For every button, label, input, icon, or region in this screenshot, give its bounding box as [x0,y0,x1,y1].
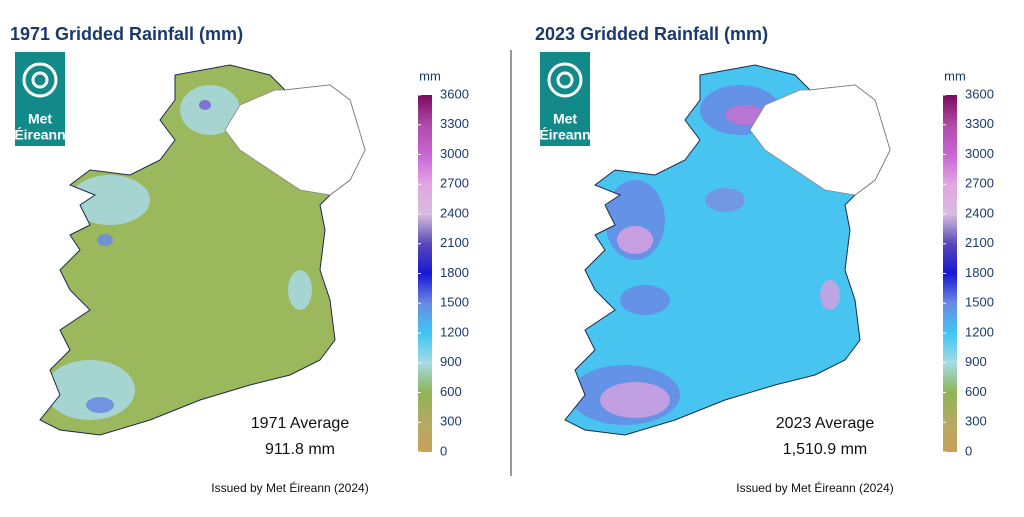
colorbar [418,95,432,452]
tick-label: 3300 [440,116,469,131]
rain-area [600,382,670,418]
rain-area [97,234,113,246]
rain-area [820,280,840,310]
rain-area [705,188,745,212]
tick-label: 1800 [440,265,469,280]
tick-label: 1500 [965,295,994,310]
footer: Issued by Met Éireann (2024) [211,480,368,495]
logo-swirl [556,71,574,89]
logo-box [15,52,65,146]
rain-area [199,100,211,110]
rain-area [180,85,240,135]
tick-label: 2100 [965,235,994,250]
average-label: 1971 Average [251,415,350,432]
panel-title: 2023 Gridded Rainfall (mm) [535,24,768,44]
tick-label: 600 [440,384,462,399]
panel-title: 1971 Gridded Rainfall (mm) [10,24,243,44]
tick-label: 3300 [965,116,994,131]
rain-area [86,397,114,413]
tick-label: 300 [440,414,462,429]
tick-label: 1500 [440,295,469,310]
colorbar [943,95,957,452]
tick-label: 0 [965,443,972,458]
tick-label: 3000 [440,146,469,161]
average-label: 2023 Average [776,415,875,432]
average-value: 1,510.9 mm [783,441,867,458]
tick-label: 2400 [965,205,994,220]
tick-label: 900 [965,354,987,369]
tick-label: 1800 [965,265,994,280]
tick-label: 2400 [440,205,469,220]
logo-text: Met [28,111,52,127]
tick-label: 3000 [965,146,994,161]
logo-swirl [547,62,583,98]
northern-ireland [224,84,366,196]
tick-label: 3600 [440,86,469,101]
tick-label: 1200 [965,324,994,339]
logo-swirl [31,71,49,89]
tick-label: 3600 [965,86,994,101]
rain-area [725,105,765,125]
tick-label: 300 [965,414,987,429]
logo-box [540,52,590,146]
rain-area [617,226,653,254]
footer: Issued by Met Éireann (2024) [736,480,893,495]
tick-label: 2100 [440,235,469,250]
legend-unit: mm [944,68,966,83]
tick-label: 1200 [440,324,469,339]
logo-swirl [22,62,58,98]
logo-text: Met [553,111,577,127]
logo-text: Éireann [14,127,65,143]
tick-label: 900 [440,354,462,369]
tick-label: 0 [440,443,447,458]
legend-unit: mm [419,68,441,83]
logo-text: Éireann [539,127,590,143]
tick-label: 2700 [440,176,469,191]
tick-label: 600 [965,384,987,399]
tick-label: 2700 [965,176,994,191]
average-value: 911.8 mm [265,441,335,458]
rain-area [70,175,150,225]
northern-ireland [749,84,891,196]
rain-area [288,270,312,310]
rain-area [620,285,670,315]
